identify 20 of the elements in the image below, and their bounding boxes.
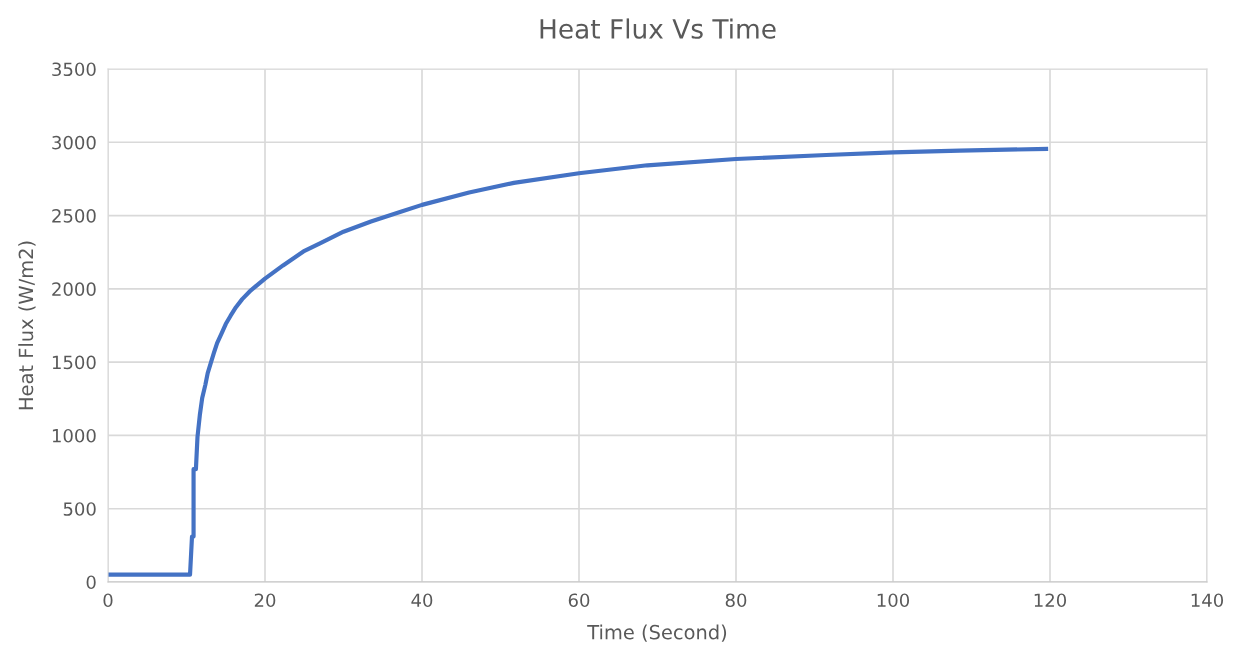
y-tick-label: 3000 xyxy=(52,135,96,150)
x-tick-label: 0 xyxy=(103,593,113,608)
y-tick-label: 2500 xyxy=(52,209,96,223)
y-tick-label: 500 xyxy=(63,502,96,516)
x-tick-label: 140 xyxy=(1191,593,1224,608)
y-tick-label: 0 xyxy=(86,575,96,590)
x-tick-label: 100 xyxy=(877,593,910,608)
x-tick-label: 120 xyxy=(1034,593,1067,608)
line-series xyxy=(108,146,1049,577)
y-tick-label: 3500 xyxy=(52,62,96,77)
x-tick-label: 60 xyxy=(568,593,590,608)
y-tick-label: 2000 xyxy=(52,282,96,296)
y-tick-label: 1500 xyxy=(52,355,96,370)
x-tick-label: 40 xyxy=(411,593,433,608)
x-tick-label: 20 xyxy=(254,593,276,608)
x-tick-label: 80 xyxy=(725,593,747,608)
y-tick-label: 1000 xyxy=(52,428,96,443)
y-axis-title: Heat Flux (W/m2) xyxy=(18,241,36,410)
x-axis-title: Time (Second) xyxy=(587,624,727,642)
chart-title: Heat Flux Vs Time xyxy=(540,18,776,39)
